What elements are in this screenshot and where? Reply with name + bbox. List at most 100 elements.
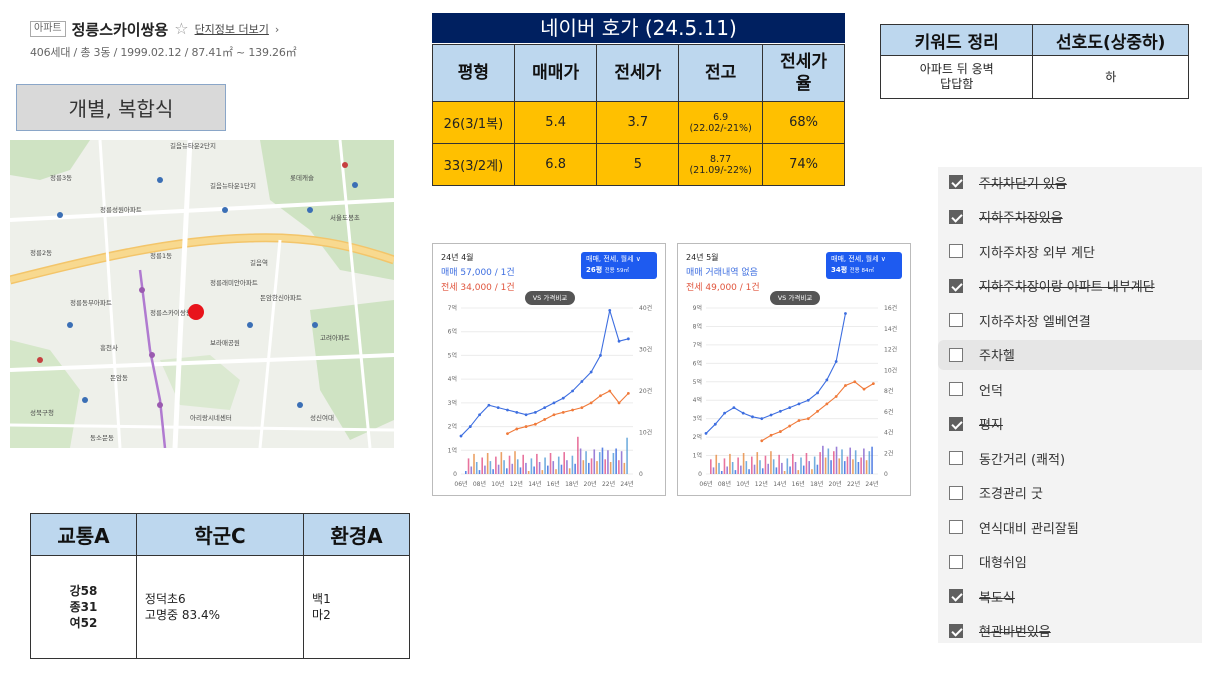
sale-point [599, 354, 602, 357]
chart-area: 전용 59㎡ [604, 268, 629, 274]
rent-point [862, 387, 866, 391]
chart-volume-bar [470, 466, 473, 474]
chart-x-tick: 18년 [810, 480, 823, 488]
complex-info-link[interactable]: 단지정보 더보기 [194, 23, 269, 36]
chart-y-tick: 1억 [448, 446, 457, 454]
checkbox[interactable] [949, 209, 963, 224]
map[interactable]: 길음뉴타운2단지 정릉3동 정릉성원아파트 길음뉴타운1단지 롯데캐슬 서울도봉… [10, 140, 394, 448]
chart-volume-bar [838, 458, 841, 474]
checklist-item[interactable]: 평지 [938, 409, 1202, 439]
chart-volume-bar [475, 462, 478, 474]
chart-volume-bar [467, 458, 470, 474]
map-road [10, 353, 394, 372]
checklist-item[interactable]: 지하주차장있음 [938, 202, 1202, 232]
sale-point [589, 370, 593, 374]
sale-point [778, 409, 782, 413]
rent-point [816, 409, 819, 413]
rent-point [506, 432, 509, 436]
checklist-item[interactable]: 현관바번있음 [938, 616, 1202, 646]
chart-x-tick: 20년 [829, 480, 842, 488]
chart-volume-bar [533, 466, 535, 474]
chart-volume-bar [484, 465, 486, 474]
chart-volume-bar [764, 455, 767, 474]
checklist-item[interactable]: 지하주차장이랑 아파트 내부계단 [938, 271, 1202, 301]
svg-text:정릉래미안아파트: 정릉래미안아파트 [210, 278, 258, 287]
checklist-item[interactable]: 지하주차장 외부 계단 [938, 236, 1202, 266]
checklist-item[interactable]: 지하주차장 엘베연결 [938, 305, 1202, 335]
checklist-item[interactable]: 동간거리 (쾌적) [938, 443, 1202, 473]
sale-point [580, 380, 584, 383]
chart-filter-badge[interactable]: 매매, 전세, 월세 ∨ 34평 전용 84㎡ [826, 252, 902, 279]
chart-y-tick: 4억 [693, 396, 702, 404]
chart-volume-bar [601, 447, 604, 474]
checkbox[interactable] [949, 313, 963, 327]
chart-volume-bar [816, 464, 819, 474]
chart-volume-bar [846, 456, 849, 474]
checkbox[interactable] [949, 623, 963, 638]
vs-compare-button[interactable]: VS 가격비교 [525, 291, 575, 305]
checkbox[interactable] [949, 485, 963, 500]
chart-volume-bar [536, 453, 538, 474]
rent-point [515, 427, 519, 431]
chart-volume-bar [481, 457, 483, 474]
checklist-item[interactable]: 조경관리 굿 [938, 478, 1202, 508]
chart-volume-bar [863, 448, 865, 474]
checkbox[interactable] [949, 175, 963, 189]
rent-point [778, 430, 782, 433]
chart-volume-bar [718, 462, 720, 474]
chart-rent-text: 전세 34,000 / 1건 [441, 283, 515, 293]
checkbox[interactable] [949, 278, 963, 293]
chart-volume-bar [854, 450, 857, 474]
checklist-item[interactable]: 주차헬 [938, 339, 1202, 370]
star-icon[interactable]: ☆ [174, 19, 189, 38]
chart-volume-bar [731, 462, 734, 474]
chart-y-tick: 4억 [448, 375, 457, 383]
price-row: 33(3/2계) 6.8 5 8.77 (21.09/-22%) 74% [432, 143, 845, 186]
checklist-item[interactable]: 대형쉬임 [938, 547, 1202, 577]
checklist-label: 평지 [979, 418, 1003, 433]
checkbox[interactable] [949, 416, 963, 431]
chart-y2-tick: 4건 [884, 429, 893, 437]
chart-filter-badge[interactable]: 매매, 전세, 월세 ∨ 26평 전용 59㎡ [581, 252, 657, 279]
rent-point [834, 395, 838, 398]
checklist-item[interactable]: 복도식 [938, 581, 1202, 611]
chart-volume-bar [742, 453, 745, 474]
sale-point [844, 312, 847, 315]
price-chart: 0 1억 2억 3억 4억 5억 6억 7억 8억 9억 0 2건 4건 6건 8건 10건 12건 14건 16건… [693, 304, 898, 488]
chart-volume-bar [833, 451, 835, 474]
price-peak-value: 8.77 [710, 153, 732, 165]
price-peak-note: (21.09/-22%) [689, 164, 752, 176]
map-road [10, 198, 394, 222]
chart-y2-tick: 20건 [639, 387, 652, 395]
price-table-title: 네이버 호가 (24.5.11) [432, 13, 845, 43]
checklist-item[interactable]: 연식대비 관리잘됨 [938, 512, 1202, 542]
checkbox[interactable] [949, 554, 963, 569]
heating-type-label: 개별, 복합식 [68, 97, 174, 121]
checkbox[interactable] [949, 451, 963, 465]
sale-point [617, 339, 621, 343]
chart-volume-bar [841, 449, 843, 474]
checklist-item[interactable]: 언덕 [938, 374, 1202, 404]
checkbox[interactable] [949, 347, 963, 362]
price-header-jeonse: 전세가 [596, 44, 680, 102]
chart-volume-bar [566, 460, 568, 474]
rent-point [589, 401, 593, 405]
chart-size-label: 34평 전용 84㎡ [831, 265, 897, 277]
chart-volume-bar [609, 462, 612, 474]
chart-date: 24년 5월 [686, 253, 719, 262]
checklist-item[interactable]: 주차차단기 있음 [938, 167, 1202, 197]
map-poi-dots [37, 162, 358, 408]
rent-point [561, 410, 565, 414]
chart-y2-tick: 0 [639, 471, 643, 478]
chart-volume-bar [506, 468, 508, 474]
checkbox[interactable] [949, 382, 963, 396]
svg-text:정릉2동: 정릉2동 [30, 248, 52, 257]
checkbox[interactable] [949, 520, 963, 534]
sale-point [806, 398, 810, 402]
checkbox[interactable] [949, 244, 963, 258]
chart-volume-bar [516, 459, 519, 474]
checkbox[interactable] [949, 589, 963, 603]
vs-compare-button[interactable]: VS 가격비교 [770, 291, 820, 305]
chart-y-tick: 3억 [693, 415, 702, 423]
keyword-line: 아파트 뒤 옹벽 [919, 62, 994, 76]
